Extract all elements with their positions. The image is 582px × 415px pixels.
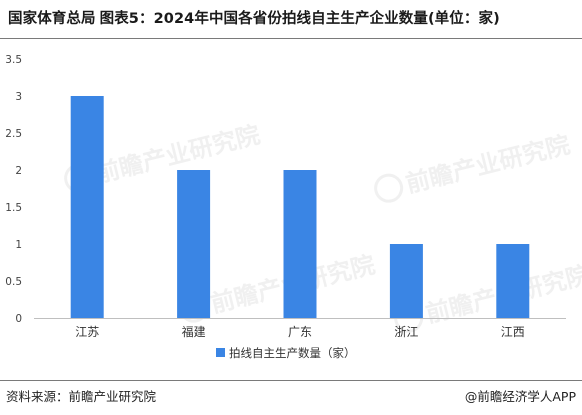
y-axis-ticks: 0 0.5 1 1.5 2 2.5 3 3.5 [5,54,22,325]
bars [70,96,530,318]
x-tick-label: 广东 [288,325,312,339]
y-tick-label: 0 [15,313,22,325]
y-tick-label: 2 [15,165,22,177]
x-tick-label: 江苏 [75,325,99,339]
legend: 拍线自主生产数量（家） [216,346,356,360]
watermark-text: 前瞻产业研究院 [403,131,573,199]
source-note: 资料来源：前瞻产业研究院 [6,389,157,404]
legend-swatch [216,348,225,357]
bar [70,96,104,318]
footer-divider [0,380,582,381]
title-divider [0,38,582,39]
watermark-icon [374,173,404,203]
bar [177,170,211,318]
y-tick-label: 3 [15,91,22,103]
watermark-logo: 前瞻产业研究院 [374,131,573,203]
x-tick-label: 浙江 [394,325,418,339]
bar [283,170,317,318]
publisher-credit: @前瞻经济学人APP [464,389,576,404]
chart-title: 国家体育总局 图表5：2024年中国各省份拍线自主生产企业数量(单位：家) [8,7,578,28]
x-tick-label: 江西 [501,325,525,339]
legend-label: 拍线自主生产数量（家） [229,346,356,360]
source-org: 国家体育总局 [8,11,96,27]
x-axis-ticks: 江苏 福建 广东 浙江 江西 [75,324,525,339]
y-tick-label: 1 [15,239,22,251]
y-tick-label: 1.5 [5,202,22,214]
x-tick-label: 福建 [182,324,206,339]
y-tick-label: 0.5 [5,276,22,288]
y-tick-label: 2.5 [5,128,22,140]
y-tick-label: 3.5 [5,54,22,66]
bar [496,244,530,318]
bar-chart: 前瞻产业研究院前瞻产业研究院前瞻产业研究院前瞻产业研究院 00.511.522.… [5,54,582,360]
chart-title-text: 图表5：2024年中国各省份拍线自主生产企业数量(单位：家) [99,11,500,27]
bar [389,244,423,318]
